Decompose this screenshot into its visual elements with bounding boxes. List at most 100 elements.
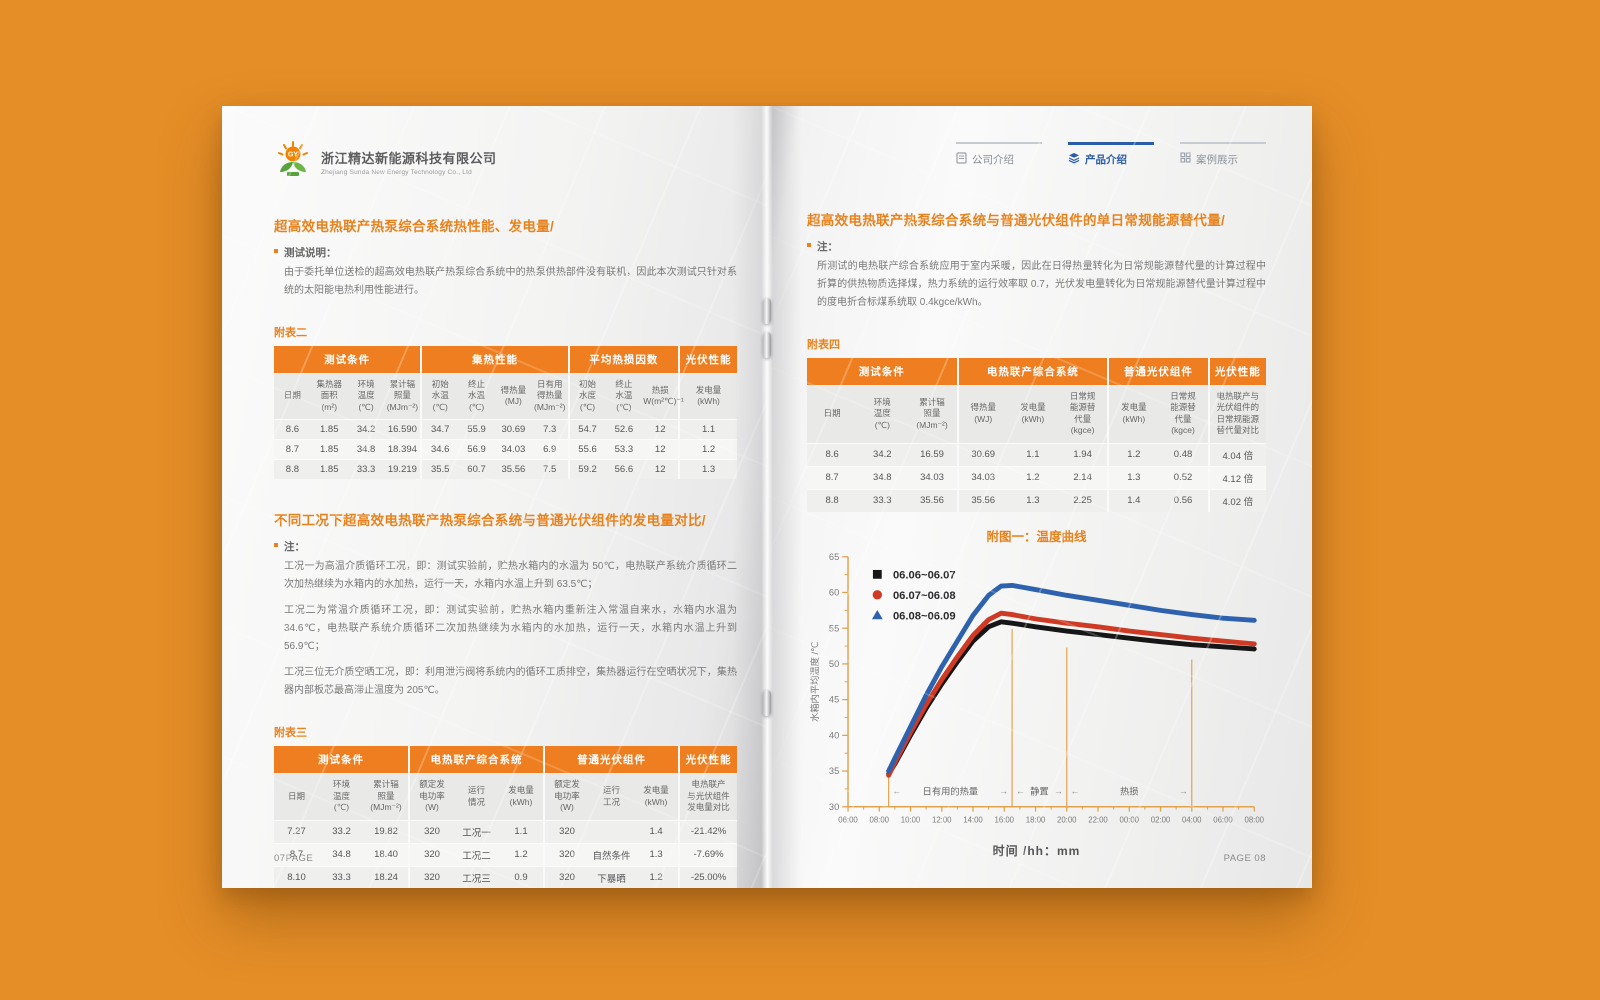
- svg-text:06.07~06.08: 06.07~06.08: [893, 590, 956, 602]
- table-cell: 55.9: [458, 419, 495, 440]
- staple: [763, 690, 771, 716]
- table-cell: 4.04 倍: [1207, 442, 1266, 467]
- table-cell: -25.00%: [678, 865, 737, 888]
- data-table: 测试条件 电热联产综合系统 普通光伏组件 光伏性能 日期 环境 温度 (℃) 累计辐 照量 …: [274, 746, 737, 888]
- table-cell: 8.8: [807, 488, 858, 512]
- svg-text:35: 35: [829, 766, 839, 776]
- temperature-chart-block: 附图一：温度曲线 30 35 40 45 50 55 60 65 06:00 08:00 10:00…: [807, 526, 1266, 859]
- table-cell: 320: [408, 865, 454, 888]
- section-title-energy-replacement: 超高效电热联产热泵综合系统与普通光伏组件的单日常规能源替代量/: [807, 213, 1226, 228]
- table-cell: 12: [642, 439, 680, 460]
- table-group-header: 测试条件: [807, 358, 958, 385]
- table-cell: 1.85: [310, 419, 348, 440]
- table-cell: 1.94: [1058, 442, 1109, 467]
- svg-text:08:00: 08:00: [1245, 815, 1265, 824]
- table-column-header: 运行 情况: [454, 773, 499, 821]
- svg-text:65: 65: [829, 552, 839, 562]
- svg-text:10:00: 10:00: [901, 815, 921, 824]
- svg-text:日有用的热量: 日有用的热量: [923, 785, 979, 796]
- table-row: 7.27 33.2 19.82 320 工况一 1.1 320 1.4 -21.42%: [274, 819, 737, 844]
- table-cell: 8.7: [807, 465, 858, 490]
- table-cell: 0.52: [1158, 465, 1209, 490]
- table-group-header: 光伏性能: [678, 746, 737, 774]
- condition-2-text: 工况二为常温介质循环工况，即：测试实验前，贮热水箱内重新注入常温自来水，水箱内水…: [284, 605, 737, 653]
- table-cell: 12: [642, 459, 680, 480]
- data-table: 测试条件 电热联产综合系统 普通光伏组件 光伏性能 日期 环境 温度 (℃) 累计辐 照量 …: [807, 358, 1266, 512]
- svg-text:12:00: 12:00: [932, 815, 952, 824]
- svg-text:14:00: 14:00: [963, 815, 983, 824]
- nav-tab-company-intro[interactable]: 公司介绍: [956, 142, 1042, 167]
- table-cell: 320: [543, 819, 589, 844]
- table-cell: 16.59: [907, 442, 958, 467]
- svg-text:18:00: 18:00: [1026, 815, 1046, 824]
- table-column-header: 终止 水温 (℃): [605, 373, 643, 420]
- nav-tab-label: 产品介绍: [1085, 154, 1127, 166]
- table-cell: 18.40: [364, 842, 409, 867]
- table-cell: 1.2: [678, 439, 737, 460]
- table-column-header: 得热量 (WJ): [956, 385, 1008, 444]
- table-column-header: 发电量 (kWh): [499, 773, 544, 821]
- table-cell: 2.25: [1058, 488, 1109, 512]
- table-cell: 8.10: [274, 865, 319, 888]
- table-row: 8.7 34.8 34.03 34.03 1.2 2.14 1.3 0.52 4.12 倍: [807, 465, 1266, 490]
- table-row: 8.8 1.85 33.3 19.219 35.5 60.7 35.56 7.5 59.2 56.…: [274, 459, 737, 480]
- table-group-header: 光伏性能: [678, 346, 737, 373]
- table-cell: -7.69%: [678, 842, 737, 867]
- table-cell: 33.3: [347, 459, 385, 480]
- table-cell: 33.3: [319, 865, 364, 888]
- svg-text:←: ←: [1016, 786, 1025, 796]
- table-cell: 320: [408, 842, 454, 867]
- table-cell: 自然条件: [589, 842, 634, 867]
- company-name-cn: 浙江精达新能源科技有限公司: [321, 150, 497, 166]
- table-column-header: 电热联产与 光伏组件的 日常规能源 替代量对比: [1207, 385, 1266, 444]
- table-group-header: 电热联产综合系统: [408, 746, 544, 774]
- table-cell: 6.9: [531, 439, 569, 460]
- svg-text:04:00: 04:00: [1182, 815, 1202, 824]
- table-column-header: 累计辐 照量 (MJm⁻²): [907, 385, 958, 444]
- svg-text:热损: 热损: [1120, 785, 1139, 796]
- table-column-header: 日常规 能源替 代量 (kgce): [1058, 385, 1109, 444]
- table-cell: 53.3: [605, 439, 643, 460]
- table-cell: 55.6: [567, 439, 606, 460]
- company-logo-block: GY 浙江精达新能源科技有限公司 Zhejiang Sunda New Ener…: [274, 140, 737, 183]
- table-cell: 34.2: [347, 419, 385, 440]
- note-text: 工况一为高温介质循环工况，即：测试实验前，贮热水箱内的水温为 50℃，电热联产系…: [274, 558, 737, 700]
- table-column-header: 累计辐 照量 (MJm⁻²): [364, 773, 409, 821]
- table-cell: 1.3: [634, 842, 680, 867]
- table-group-header: 电热联产综合系统: [956, 358, 1109, 385]
- table-cell: 320: [543, 865, 589, 888]
- table-cell: 320: [543, 842, 589, 867]
- staple: [763, 332, 771, 358]
- svg-text:←: ←: [893, 786, 902, 796]
- table-group-header: 光伏性能: [1207, 358, 1266, 385]
- table-cell: 7.3: [531, 419, 569, 440]
- table-cell: 1.85: [310, 439, 348, 460]
- table-cell: 19.82: [364, 819, 409, 844]
- table-cell: 35.56: [494, 459, 532, 480]
- table-cell: 35.56: [907, 488, 958, 512]
- table-cell: 35.5: [420, 459, 459, 480]
- table-column-header: 运行 工况: [589, 773, 634, 821]
- staple: [763, 298, 771, 324]
- table-cell: 1.1: [1007, 442, 1059, 467]
- note-text: 由于委托单位送检的超高效电热联产热泵综合系统中的热泵供热部件没有联机，因此本次测…: [284, 267, 737, 296]
- table-cell: 7.5: [531, 459, 569, 480]
- nav-tab-product-intro[interactable]: 产品介绍: [1068, 142, 1154, 167]
- condition-3-text: 工况三位无介质空晒工况，即：利用泄污阀将系统内的循环工质排空，集热器运行在空晒状…: [284, 667, 737, 697]
- table-column-header: 集热器 面积 (m²): [310, 373, 348, 420]
- table2-label: 附表二: [274, 327, 307, 339]
- table-cell: 7.27: [274, 819, 319, 844]
- svg-text:00:00: 00:00: [1120, 815, 1140, 824]
- table-cell: 8.7: [274, 842, 319, 867]
- table-cell: 1.2: [634, 865, 680, 888]
- svg-text:08:00: 08:00: [870, 815, 890, 824]
- nav-tab-case-showcase[interactable]: 案例展示: [1180, 142, 1266, 167]
- svg-text:水箱内平均温度 /℃: 水箱内平均温度 /℃: [809, 641, 820, 721]
- table-cell: 1.3: [678, 459, 737, 480]
- table-row: 8.6 1.85 34.2 16.590 34.7 55.9 30.69 7.3 54.7 52.…: [274, 419, 737, 440]
- table-column-header: 额定发 电功率 (W): [408, 773, 454, 821]
- table-cell: 1.3: [1007, 488, 1059, 512]
- table2-thermal-performance: 测试条件 集热性能 平均热损因数 光伏性能 日期 集热器 面积 (m²) 环境 温度 (℃)…: [274, 346, 737, 480]
- table-cell: 34.8: [319, 842, 364, 867]
